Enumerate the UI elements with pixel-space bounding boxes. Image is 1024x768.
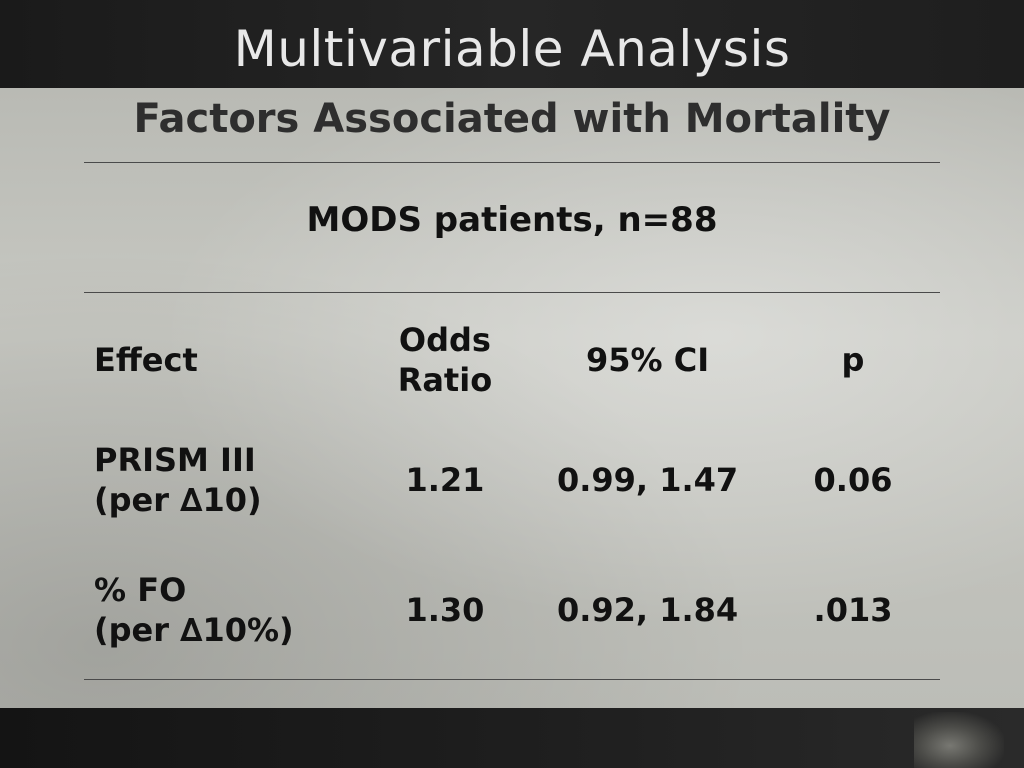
table-row: % FO (per ∆10%) 1.30 0.92, 1.84 .013 [84, 545, 940, 675]
cell-effect-line1: % FO [94, 571, 187, 609]
cell-ci: 0.92, 1.84 [556, 591, 739, 629]
table-header-row: Effect Odds Ratio 95% CI p [84, 305, 940, 415]
content-panel [0, 88, 1024, 708]
header-p: p [841, 341, 865, 379]
header-odds-ratio: Odds Ratio [361, 305, 529, 415]
title-band [0, 0, 1024, 88]
cell-odds-ratio: 1.21 [405, 461, 485, 499]
cell-p: 0.06 [813, 461, 893, 499]
divider-middle [84, 292, 940, 293]
cell-effect: % FO (per ∆10%) [84, 545, 361, 675]
cell-effect-line1: PRISM III [94, 441, 256, 479]
cell-effect-line2: (per ∆10%) [94, 611, 294, 649]
header-effect: Effect [94, 341, 198, 379]
cell-effect-line2: (per ∆10) [94, 481, 262, 519]
cell-p: .013 [813, 591, 893, 629]
slide-subtitle: Factors Associated with Mortality [133, 96, 891, 142]
divider-bottom [84, 679, 940, 680]
cell-effect: PRISM III (per ∆10) [84, 415, 361, 545]
header-odds-ratio-line2: Ratio [397, 361, 493, 399]
table-caption: MODS patients, n=88 [306, 200, 718, 240]
decorative-graphic [914, 712, 1004, 768]
cell-ci: 0.99, 1.47 [556, 461, 739, 499]
odds-ratio-table: Effect Odds Ratio 95% CI p PRISM III (pe… [84, 305, 940, 675]
divider-top [84, 162, 940, 163]
table-row: PRISM III (per ∆10) 1.21 0.99, 1.47 0.06 [84, 415, 940, 545]
cell-odds-ratio: 1.30 [405, 591, 485, 629]
slide-title: Multivariable Analysis [233, 20, 791, 78]
footer-band [0, 708, 1024, 768]
header-odds-ratio-line1: Odds [398, 321, 491, 359]
header-ci: 95% CI [586, 341, 710, 379]
